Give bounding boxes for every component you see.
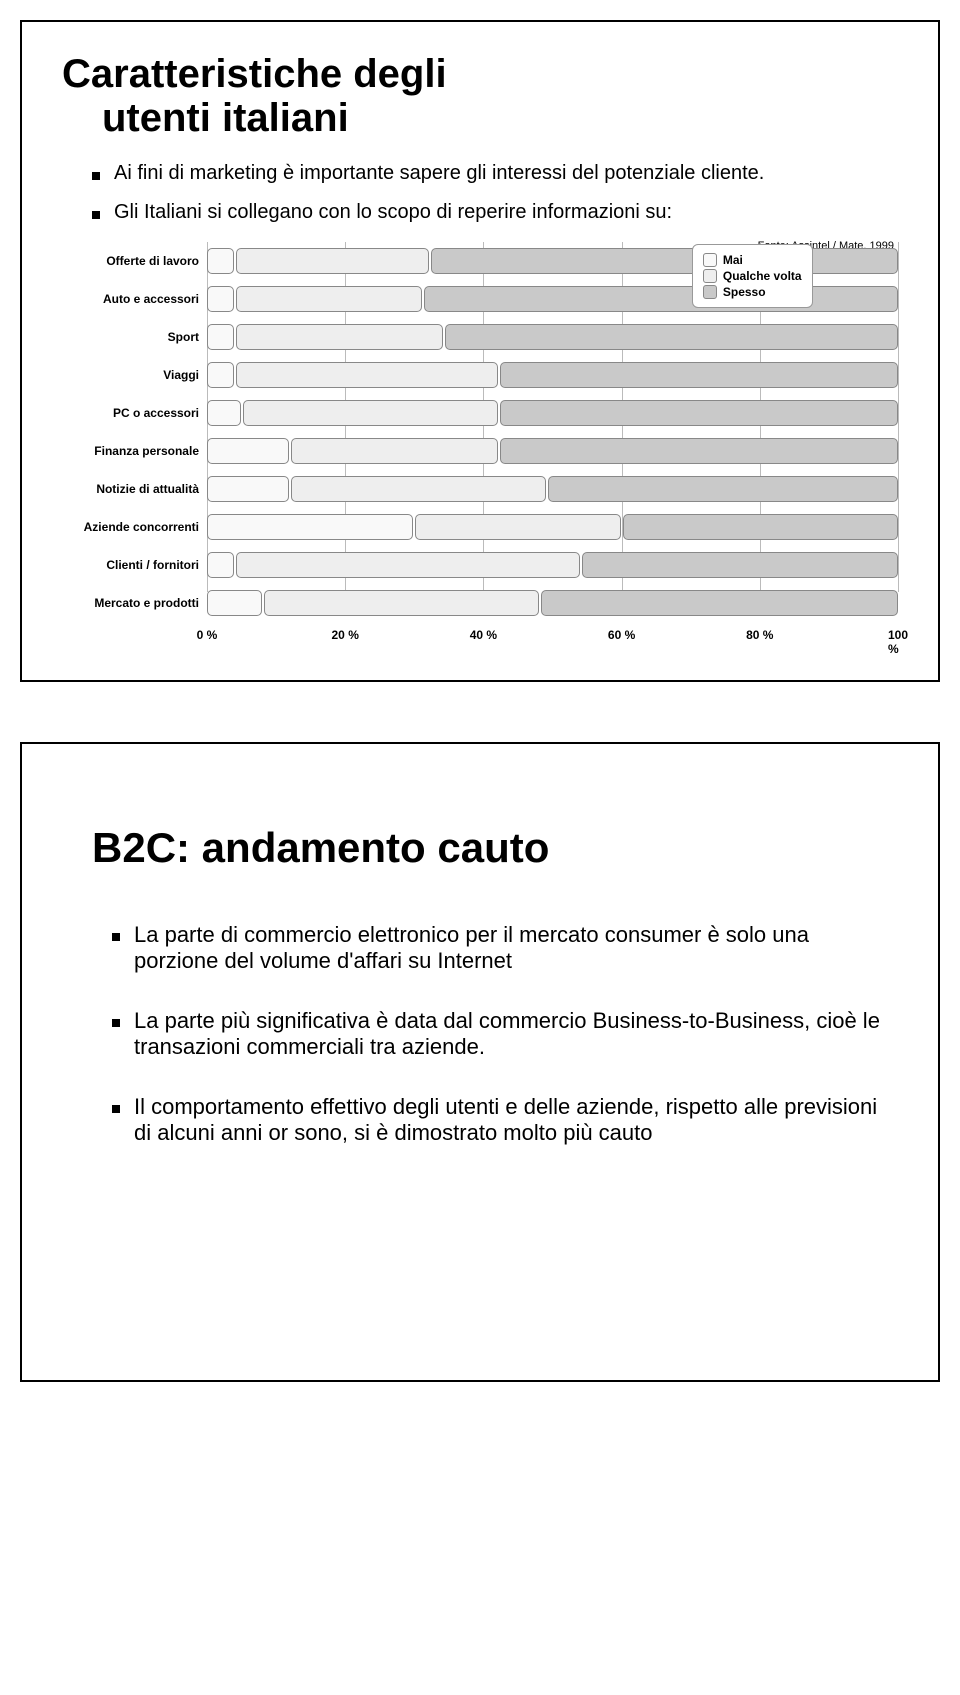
bar-segment-qualche	[264, 590, 539, 616]
chart-ylabel: Finanza personale	[62, 444, 207, 458]
stacked-bar	[207, 400, 898, 426]
chart-track	[207, 508, 898, 546]
chart-ylabel: Notizie di attualità	[62, 482, 207, 496]
chart-ylabel: Offerte di lavoro	[62, 254, 207, 268]
chart-ylabel: Viaggi	[62, 368, 207, 382]
bar-segment-spesso	[582, 552, 898, 578]
stacked-bar	[207, 438, 898, 464]
chart-ylabel: Mercato e prodotti	[62, 596, 207, 610]
chart-row: PC o accessori	[62, 394, 898, 432]
title-line1: Caratteristiche degli	[62, 52, 447, 96]
chart-track	[207, 546, 898, 584]
bar-segment-qualche	[236, 552, 580, 578]
chart-track	[207, 394, 898, 432]
bar-segment-spesso	[623, 514, 898, 540]
bar-segment-mai	[207, 590, 262, 616]
bar-segment-mai	[207, 476, 289, 502]
slide2-title: B2C: andamento cauto	[62, 824, 898, 872]
stacked-bar	[207, 476, 898, 502]
bar-segment-mai	[207, 400, 241, 426]
bar-segment-mai	[207, 552, 234, 578]
bar-segment-qualche	[236, 248, 428, 274]
legend-label: Spesso	[723, 285, 766, 299]
chart-track	[207, 356, 898, 394]
chart-row: Sport	[62, 318, 898, 356]
bar-segment-qualche	[415, 514, 621, 540]
bullet: Il comportamento effettivo degli utenti …	[112, 1094, 898, 1146]
bar-segment-spesso	[500, 438, 898, 464]
bar-segment-qualche	[291, 438, 497, 464]
chart-track	[207, 318, 898, 356]
chart-row: Aziende concorrenti	[62, 508, 898, 546]
chart-row: Mercato e prodotti	[62, 584, 898, 622]
slide2-bullets: La parte di commercio elettronico per il…	[62, 922, 898, 1146]
slide1-bullets: Ai fini di marketing è importante sapere…	[62, 162, 898, 224]
bar-segment-qualche	[236, 324, 442, 350]
xtick-label: 0 %	[197, 628, 218, 642]
bar-segment-mai	[207, 324, 234, 350]
stacked-bar	[207, 514, 898, 540]
chart-track	[207, 584, 898, 622]
bar-segment-spesso	[500, 400, 898, 426]
title-line2: utenti italiani	[62, 96, 349, 140]
stacked-bar	[207, 362, 898, 388]
bar-segment-spesso	[541, 590, 898, 616]
chart-row: Viaggi	[62, 356, 898, 394]
stacked-bar-chart: Offerte di lavoro Auto e accessori Sport Vi…	[62, 242, 898, 650]
legend-item-qualche: Qualche volta	[703, 269, 802, 283]
slide-2: B2C: andamento cauto La parte di commerc…	[20, 742, 940, 1382]
xtick-label: 100 %	[888, 628, 908, 656]
bar-segment-spesso	[500, 362, 898, 388]
bar-segment-spesso	[445, 324, 898, 350]
chart-ylabel: Clienti / fornitori	[62, 558, 207, 572]
legend-label: Qualche volta	[723, 269, 802, 283]
chart-ylabel: Auto e accessori	[62, 292, 207, 306]
xtick-label: 60 %	[608, 628, 635, 642]
chart-ylabel: Aziende concorrenti	[62, 520, 207, 534]
bar-segment-mai	[207, 248, 234, 274]
legend-swatch	[703, 253, 717, 267]
xtick-label: 80 %	[746, 628, 773, 642]
bar-segment-spesso	[431, 248, 898, 274]
legend-swatch	[703, 269, 717, 283]
bar-segment-qualche	[236, 362, 497, 388]
stacked-bar	[207, 552, 898, 578]
bar-segment-qualche	[236, 286, 422, 312]
bar-segment-mai	[207, 286, 234, 312]
bar-segment-qualche	[243, 400, 497, 426]
bar-segment-mai	[207, 362, 234, 388]
bar-segment-mai	[207, 514, 413, 540]
bar-segment-mai	[207, 438, 289, 464]
chart-row: Notizie di attualità	[62, 470, 898, 508]
chart-legend: Mai Qualche volta Spesso	[692, 244, 813, 308]
chart-row: Clienti / fornitori	[62, 546, 898, 584]
chart-track	[207, 432, 898, 470]
chart-row: Finanza personale	[62, 432, 898, 470]
legend-item-spesso: Spesso	[703, 285, 802, 299]
chart-track	[207, 470, 898, 508]
bullet: La parte di commercio elettronico per il…	[112, 922, 898, 974]
slide1-title: Caratteristiche degli utenti italiani	[62, 52, 898, 140]
xtick-label: 20 %	[332, 628, 359, 642]
bar-segment-spesso	[548, 476, 898, 502]
xtick-label: 40 %	[470, 628, 497, 642]
chart-xaxis: 0 %20 %40 %60 %80 %100 %	[207, 628, 898, 650]
bar-segment-qualche	[291, 476, 545, 502]
bullet: La parte più significativa è data dal co…	[112, 1008, 898, 1060]
stacked-bar	[207, 324, 898, 350]
chart-container: Fonte: Assintel / Mate, 1999 Offerte di …	[62, 242, 898, 650]
chart-ylabel: PC o accessori	[62, 406, 207, 420]
bullet: Gli Italiani si collegano con lo scopo d…	[92, 201, 898, 224]
legend-item-mai: Mai	[703, 253, 802, 267]
stacked-bar	[207, 590, 898, 616]
slide-1: Caratteristiche degli utenti italiani Ai…	[20, 20, 940, 682]
chart-ylabel: Sport	[62, 330, 207, 344]
bar-segment-spesso	[424, 286, 898, 312]
legend-swatch	[703, 285, 717, 299]
bullet: Ai fini di marketing è importante sapere…	[92, 162, 898, 185]
legend-label: Mai	[723, 253, 743, 267]
